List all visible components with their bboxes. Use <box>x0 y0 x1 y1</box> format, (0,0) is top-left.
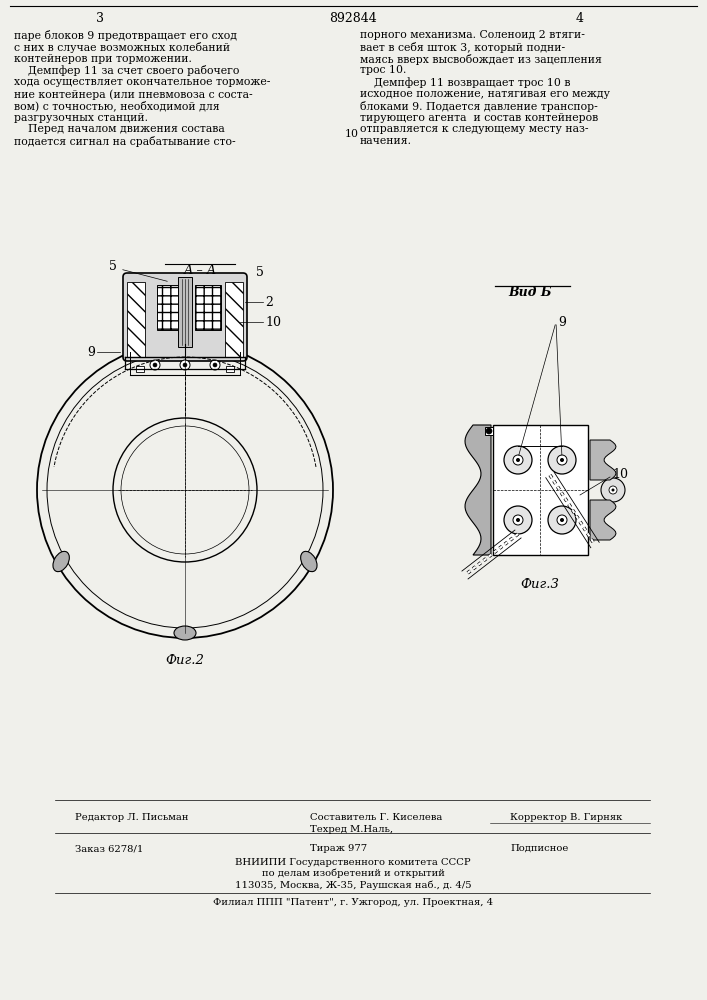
Text: подается сигнал на срабатывание сто-: подается сигнал на срабатывание сто- <box>14 136 235 147</box>
Ellipse shape <box>300 551 317 572</box>
FancyBboxPatch shape <box>123 273 247 361</box>
Text: вом) с точностью, необходимой для: вом) с точностью, необходимой для <box>14 101 220 112</box>
Bar <box>127 282 145 357</box>
Text: Заказ 6278/1: Заказ 6278/1 <box>75 844 144 853</box>
Text: Корректор В. Гирняк: Корректор В. Гирняк <box>510 813 622 822</box>
Text: разгрузочных станций.: разгрузочных станций. <box>14 113 148 123</box>
Bar <box>195 285 221 330</box>
Circle shape <box>557 515 567 525</box>
Text: 10: 10 <box>265 316 281 328</box>
Circle shape <box>513 455 523 465</box>
Text: 2: 2 <box>265 296 273 308</box>
Circle shape <box>557 455 567 465</box>
Text: ВНИИПИ Государственного комитета СССР: ВНИИПИ Государственного комитета СССР <box>235 858 471 867</box>
Text: Техред М.Наль,: Техред М.Наль, <box>310 825 393 834</box>
Text: Редактор Л. Письман: Редактор Л. Письман <box>75 813 189 822</box>
Ellipse shape <box>53 551 69 572</box>
Text: хода осуществляет окончательное торможе-: хода осуществляет окончательное торможе- <box>14 77 270 87</box>
Text: Составитель Г. Киселева: Составитель Г. Киселева <box>310 813 443 822</box>
Text: Тираж 977: Тираж 977 <box>310 844 367 853</box>
Circle shape <box>183 363 187 367</box>
Circle shape <box>180 360 190 370</box>
Text: Вид Б: Вид Б <box>508 286 551 298</box>
Text: Фиг.2: Фиг.2 <box>165 654 204 666</box>
Text: 9: 9 <box>87 346 95 359</box>
Text: 10: 10 <box>345 129 359 139</box>
Text: Подписное: Подписное <box>510 844 568 853</box>
Text: по делам изобретений и открытий: по делам изобретений и открытий <box>262 869 445 879</box>
Text: 113035, Москва, Ж-35, Раушская наб., д. 4/5: 113035, Москва, Ж-35, Раушская наб., д. … <box>235 880 472 890</box>
Circle shape <box>560 518 564 522</box>
Bar <box>493 425 588 555</box>
Text: вает в себя шток 3, который подни-: вает в себя шток 3, который подни- <box>360 42 565 53</box>
Text: Демпфер 11 возвращает трос 10 в: Демпфер 11 возвращает трос 10 в <box>360 77 571 88</box>
Text: Демпфер 11 за счет своего рабочего: Демпфер 11 за счет своего рабочего <box>14 65 240 76</box>
Bar <box>485 427 493 435</box>
Text: Фиг.3: Фиг.3 <box>520 578 559 591</box>
Circle shape <box>601 478 625 502</box>
Polygon shape <box>590 440 616 480</box>
Circle shape <box>513 515 523 525</box>
Bar <box>178 277 192 347</box>
Text: исходное положение, натягивая его между: исходное положение, натягивая его между <box>360 89 610 99</box>
Text: начения.: начения. <box>360 136 412 146</box>
Circle shape <box>486 428 492 434</box>
Text: контейнеров при торможении.: контейнеров при торможении. <box>14 54 192 64</box>
Circle shape <box>516 458 520 462</box>
Text: блоками 9. Подается давление транспор-: блоками 9. Подается давление транспор- <box>360 101 597 112</box>
Text: паре блоков 9 предотвращает его сход: паре блоков 9 предотвращает его сход <box>14 30 237 41</box>
Polygon shape <box>590 500 616 540</box>
Text: 9: 9 <box>558 316 566 328</box>
Ellipse shape <box>174 626 196 640</box>
Bar <box>226 366 234 372</box>
Text: ние контейнера (или пневмовоза с соста-: ние контейнера (или пневмовоза с соста- <box>14 89 252 100</box>
Circle shape <box>504 506 532 534</box>
Bar <box>225 282 243 357</box>
Circle shape <box>560 458 564 462</box>
Text: 4: 4 <box>576 11 584 24</box>
Text: маясь вверх высвобождает из зацепления: маясь вверх высвобождает из зацепления <box>360 54 602 65</box>
Polygon shape <box>465 425 491 555</box>
Text: с них в случае возможных колебаний: с них в случае возможных колебаний <box>14 42 230 53</box>
Text: 5: 5 <box>256 265 264 278</box>
Text: Перед началом движения состава: Перед началом движения состава <box>14 124 225 134</box>
Bar <box>136 366 144 372</box>
Circle shape <box>548 446 576 474</box>
Bar <box>157 285 183 330</box>
Text: 3: 3 <box>96 11 104 24</box>
Text: тирующего агента  и состав контейнеров: тирующего агента и состав контейнеров <box>360 113 598 123</box>
Text: 892844: 892844 <box>329 11 377 24</box>
Text: отправляется к следующему месту наз-: отправляется к следующему месту наз- <box>360 124 588 134</box>
Circle shape <box>612 488 614 491</box>
Circle shape <box>213 363 217 367</box>
Circle shape <box>210 360 220 370</box>
Circle shape <box>516 518 520 522</box>
Circle shape <box>504 446 532 474</box>
Circle shape <box>609 486 617 494</box>
Text: 10: 10 <box>612 468 628 482</box>
Circle shape <box>153 363 157 367</box>
Text: 5: 5 <box>109 260 117 273</box>
Circle shape <box>548 506 576 534</box>
Text: трос 10.: трос 10. <box>360 65 407 75</box>
Text: порного механизма. Соленоид 2 втяги-: порного механизма. Соленоид 2 втяги- <box>360 30 585 40</box>
Circle shape <box>150 360 160 370</box>
Text: Филиал ППП "Патент", г. Ужгород, ул. Проектная, 4: Филиал ППП "Патент", г. Ужгород, ул. Про… <box>213 898 493 907</box>
Text: А – А: А – А <box>183 263 216 276</box>
